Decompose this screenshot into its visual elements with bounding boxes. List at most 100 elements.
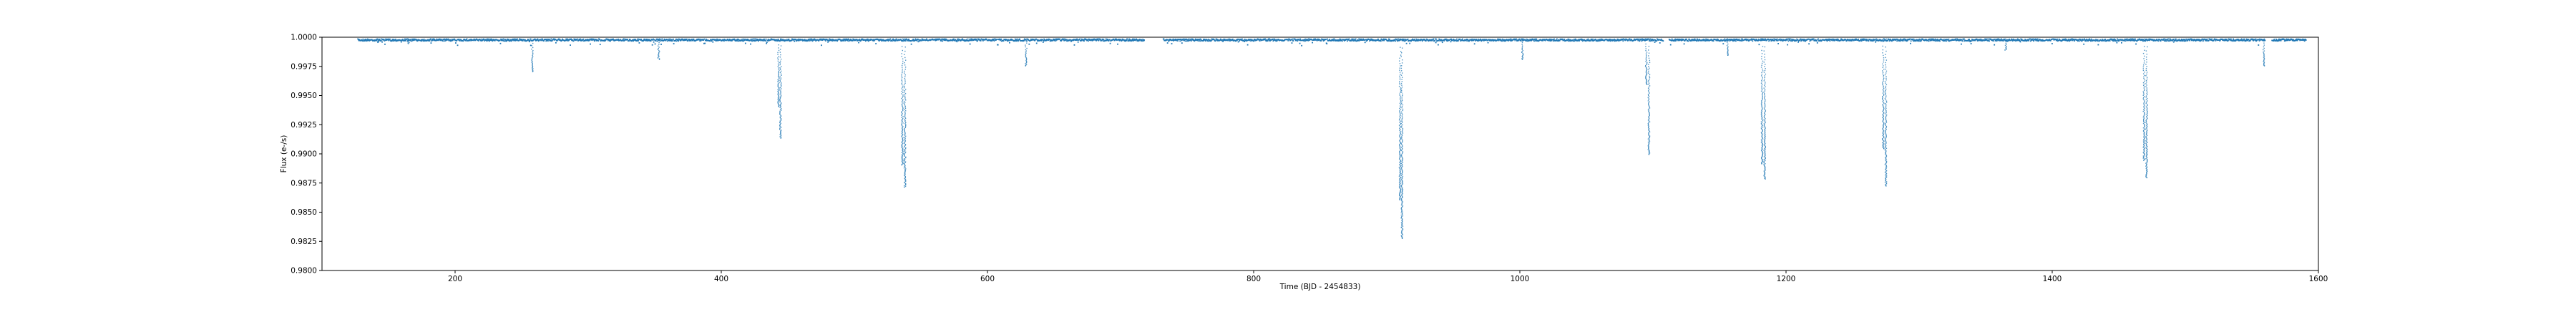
data-point xyxy=(1401,168,1402,170)
data-point xyxy=(1815,39,1818,42)
data-point xyxy=(1521,58,1523,59)
data-point xyxy=(1126,39,1128,41)
data-point xyxy=(1259,39,1260,41)
data-point xyxy=(366,39,367,41)
data-point xyxy=(2073,39,2075,40)
data-point xyxy=(2297,39,2298,41)
data-point xyxy=(411,38,414,40)
data-point xyxy=(1898,39,1900,41)
data-point xyxy=(902,152,904,155)
data-point xyxy=(1648,39,1650,42)
data-point xyxy=(1313,38,1314,40)
data-point xyxy=(2011,39,2013,41)
data-point xyxy=(1065,39,1068,41)
data-point xyxy=(510,39,512,41)
data-point xyxy=(646,40,648,42)
data-point xyxy=(2191,38,2193,40)
data-point xyxy=(2259,38,2261,40)
data-point xyxy=(2211,38,2213,40)
data-point xyxy=(1055,40,1057,42)
data-point xyxy=(1308,38,1310,40)
data-point xyxy=(1050,39,1052,41)
data-point xyxy=(1967,39,1969,41)
data-point xyxy=(1750,39,1752,41)
data-point xyxy=(1337,39,1339,41)
data-point xyxy=(1455,40,1458,42)
data-point xyxy=(2288,39,2290,41)
data-point xyxy=(1401,39,1403,41)
data-point xyxy=(1096,38,1098,40)
data-point xyxy=(1587,38,1589,40)
data-point xyxy=(1400,182,1402,184)
data-point xyxy=(910,40,912,42)
data-point xyxy=(1906,39,1908,41)
data-point xyxy=(991,40,993,42)
data-point xyxy=(1188,40,1189,42)
data-point xyxy=(746,39,748,42)
data-point xyxy=(1712,39,1714,42)
data-point xyxy=(1473,38,1475,40)
data-point xyxy=(1581,40,1584,42)
data-point xyxy=(1400,133,1402,135)
data-point xyxy=(777,79,779,81)
data-point xyxy=(395,40,397,42)
data-point xyxy=(744,38,746,40)
data-point xyxy=(1518,39,1520,41)
data-point xyxy=(1420,39,1422,42)
data-point xyxy=(2001,38,2002,40)
data-point xyxy=(1468,39,1470,42)
data-point xyxy=(777,91,779,92)
data-point xyxy=(943,39,945,42)
data-point xyxy=(779,107,781,108)
data-point xyxy=(797,39,799,42)
data-point xyxy=(2133,39,2135,41)
data-point xyxy=(489,39,491,42)
data-point xyxy=(1366,39,1368,41)
data-point xyxy=(904,144,907,145)
data-point xyxy=(857,39,859,41)
data-point xyxy=(2296,39,2298,42)
data-point xyxy=(697,39,699,41)
data-point xyxy=(607,39,609,42)
data-point xyxy=(1399,143,1400,145)
data-point xyxy=(1043,39,1045,41)
data-point xyxy=(1400,160,1401,162)
data-point xyxy=(1563,39,1565,41)
data-point xyxy=(1347,39,1350,41)
data-point xyxy=(2215,39,2217,42)
data-point xyxy=(1360,38,1362,40)
data-point xyxy=(551,39,553,42)
data-point xyxy=(907,40,909,42)
data-point xyxy=(1183,38,1185,40)
data-point xyxy=(2209,38,2210,40)
data-point xyxy=(534,38,536,40)
data-point xyxy=(1026,40,1028,42)
data-point xyxy=(1724,39,1727,42)
data-point xyxy=(1860,39,1862,41)
data-point xyxy=(1203,39,1205,42)
data-point xyxy=(882,39,884,41)
data-point xyxy=(2087,40,2089,42)
data-point xyxy=(733,38,736,40)
data-point xyxy=(1497,38,1499,40)
data-point xyxy=(1558,39,1561,42)
data-point xyxy=(1883,38,1885,40)
data-point xyxy=(882,39,884,41)
data-point xyxy=(904,126,907,127)
data-point xyxy=(392,40,394,42)
data-point xyxy=(633,39,635,42)
data-point xyxy=(1950,39,1952,42)
data-point xyxy=(2138,39,2140,41)
data-point xyxy=(479,39,481,40)
data-point xyxy=(1773,38,1775,40)
data-point xyxy=(779,110,781,112)
data-point xyxy=(412,39,414,42)
data-point xyxy=(1118,39,1120,41)
data-point xyxy=(1697,40,1699,42)
data-point xyxy=(1992,39,1994,41)
data-point xyxy=(1609,39,1611,42)
data-point xyxy=(1399,198,1400,200)
data-point xyxy=(1483,39,1484,41)
data-point xyxy=(1427,39,1429,42)
data-point xyxy=(1465,39,1468,40)
